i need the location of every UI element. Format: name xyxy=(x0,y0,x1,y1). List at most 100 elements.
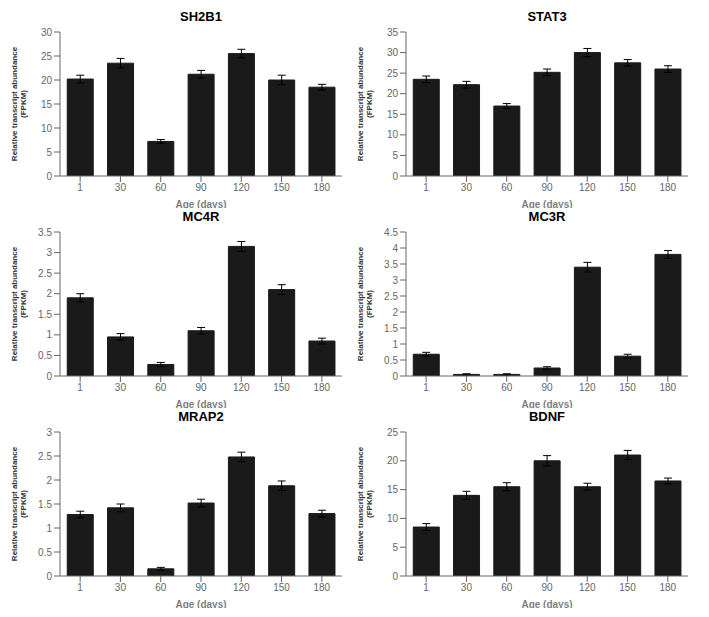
svg-text:120: 120 xyxy=(233,182,250,193)
svg-text:1: 1 xyxy=(423,182,429,193)
svg-text:Age (days): Age (days) xyxy=(175,199,226,208)
svg-text:10: 10 xyxy=(387,129,399,140)
svg-text:150: 150 xyxy=(273,182,290,193)
svg-text:1: 1 xyxy=(423,382,429,393)
svg-text:1: 1 xyxy=(77,182,83,193)
svg-text:120: 120 xyxy=(579,182,596,193)
svg-text:3.5: 3.5 xyxy=(384,259,398,270)
svg-text:1.5: 1.5 xyxy=(38,309,52,320)
svg-text:5: 5 xyxy=(392,542,398,553)
svg-text:1: 1 xyxy=(392,339,398,350)
svg-text:90: 90 xyxy=(541,382,553,393)
svg-text:10: 10 xyxy=(387,513,399,524)
svg-text:120: 120 xyxy=(579,582,596,593)
svg-text:Age (days): Age (days) xyxy=(175,399,226,408)
svg-text:2.5: 2.5 xyxy=(384,291,398,302)
svg-text:4: 4 xyxy=(392,243,398,254)
svg-text:25: 25 xyxy=(41,51,53,62)
svg-text:1: 1 xyxy=(46,329,52,340)
svg-text:25: 25 xyxy=(387,68,399,79)
svg-text:2: 2 xyxy=(46,475,52,486)
svg-text:Relative transcript abundance(: Relative transcript abundance(FPKM) xyxy=(356,446,374,561)
svg-text:30: 30 xyxy=(115,582,127,593)
svg-text:120: 120 xyxy=(233,382,250,393)
svg-text:20: 20 xyxy=(387,455,399,466)
svg-text:150: 150 xyxy=(273,382,290,393)
svg-text:180: 180 xyxy=(314,182,331,193)
svg-text:0: 0 xyxy=(46,371,52,382)
svg-text:150: 150 xyxy=(273,582,290,593)
svg-text:60: 60 xyxy=(501,182,513,193)
svg-text:0: 0 xyxy=(392,371,398,382)
svg-text:4.5: 4.5 xyxy=(384,227,398,238)
svg-text:Age (days): Age (days) xyxy=(521,199,572,208)
svg-text:0.5: 0.5 xyxy=(384,355,398,366)
svg-text:60: 60 xyxy=(155,582,167,593)
svg-text:0.5: 0.5 xyxy=(38,350,52,361)
svg-text:1.5: 1.5 xyxy=(38,499,52,510)
svg-text:15: 15 xyxy=(41,99,53,110)
svg-text:1: 1 xyxy=(423,582,429,593)
svg-text:2.5: 2.5 xyxy=(38,451,52,462)
svg-text:1: 1 xyxy=(77,582,83,593)
svg-text:30: 30 xyxy=(461,582,473,593)
svg-text:15: 15 xyxy=(387,484,399,495)
svg-text:30: 30 xyxy=(115,382,127,393)
svg-text:120: 120 xyxy=(579,382,596,393)
svg-text:90: 90 xyxy=(195,582,207,593)
svg-text:150: 150 xyxy=(619,582,636,593)
svg-text:Age (days): Age (days) xyxy=(521,399,572,408)
svg-text:20: 20 xyxy=(387,88,399,99)
svg-text:0: 0 xyxy=(392,571,398,582)
svg-text:3: 3 xyxy=(392,275,398,286)
svg-text:90: 90 xyxy=(541,182,553,193)
svg-text:0: 0 xyxy=(392,171,398,182)
svg-text:30: 30 xyxy=(461,382,473,393)
svg-text:1: 1 xyxy=(77,382,83,393)
svg-text:Relative transcript abundance(: Relative transcript abundance(FPKM) xyxy=(10,246,28,361)
svg-text:30: 30 xyxy=(387,47,399,58)
svg-text:120: 120 xyxy=(233,582,250,593)
svg-text:0: 0 xyxy=(46,171,52,182)
svg-text:Relative transcript abundance(: Relative transcript abundance(FPKM) xyxy=(356,246,374,361)
svg-text:Relative transcript abundance(: Relative transcript abundance(FPKM) xyxy=(356,46,374,161)
svg-text:1: 1 xyxy=(46,523,52,534)
svg-text:1.5: 1.5 xyxy=(384,323,398,334)
svg-text:180: 180 xyxy=(660,582,677,593)
svg-text:90: 90 xyxy=(195,182,207,193)
svg-text:25: 25 xyxy=(387,427,399,438)
svg-text:90: 90 xyxy=(195,382,207,393)
svg-text:90: 90 xyxy=(541,582,553,593)
svg-text:60: 60 xyxy=(155,182,167,193)
svg-text:60: 60 xyxy=(501,382,513,393)
svg-text:150: 150 xyxy=(619,182,636,193)
svg-text:2: 2 xyxy=(46,288,52,299)
svg-text:3.5: 3.5 xyxy=(38,227,52,238)
svg-text:5: 5 xyxy=(392,150,398,161)
svg-text:Relative transcript abundance(: Relative transcript abundance(FPKM) xyxy=(10,46,28,161)
svg-text:0: 0 xyxy=(46,571,52,582)
svg-text:5: 5 xyxy=(46,147,52,158)
svg-text:3: 3 xyxy=(46,247,52,258)
svg-text:0.5: 0.5 xyxy=(38,547,52,558)
svg-text:60: 60 xyxy=(501,582,513,593)
svg-text:30: 30 xyxy=(41,27,53,38)
svg-text:150: 150 xyxy=(619,382,636,393)
svg-text:Age (days): Age (days) xyxy=(175,599,226,608)
svg-text:60: 60 xyxy=(155,382,167,393)
svg-text:3: 3 xyxy=(46,427,52,438)
svg-text:30: 30 xyxy=(115,182,127,193)
svg-text:15: 15 xyxy=(387,109,399,120)
svg-text:35: 35 xyxy=(387,27,399,38)
svg-text:180: 180 xyxy=(314,582,331,593)
svg-text:Age (days): Age (days) xyxy=(521,599,572,608)
svg-text:2.5: 2.5 xyxy=(38,268,52,279)
svg-text:180: 180 xyxy=(314,382,331,393)
svg-text:2: 2 xyxy=(392,307,398,318)
svg-text:30: 30 xyxy=(461,182,473,193)
svg-text:Relative transcript abundance(: Relative transcript abundance(FPKM) xyxy=(10,446,28,561)
svg-text:10: 10 xyxy=(41,123,53,134)
svg-text:20: 20 xyxy=(41,75,53,86)
svg-text:180: 180 xyxy=(660,182,677,193)
svg-text:180: 180 xyxy=(660,382,677,393)
